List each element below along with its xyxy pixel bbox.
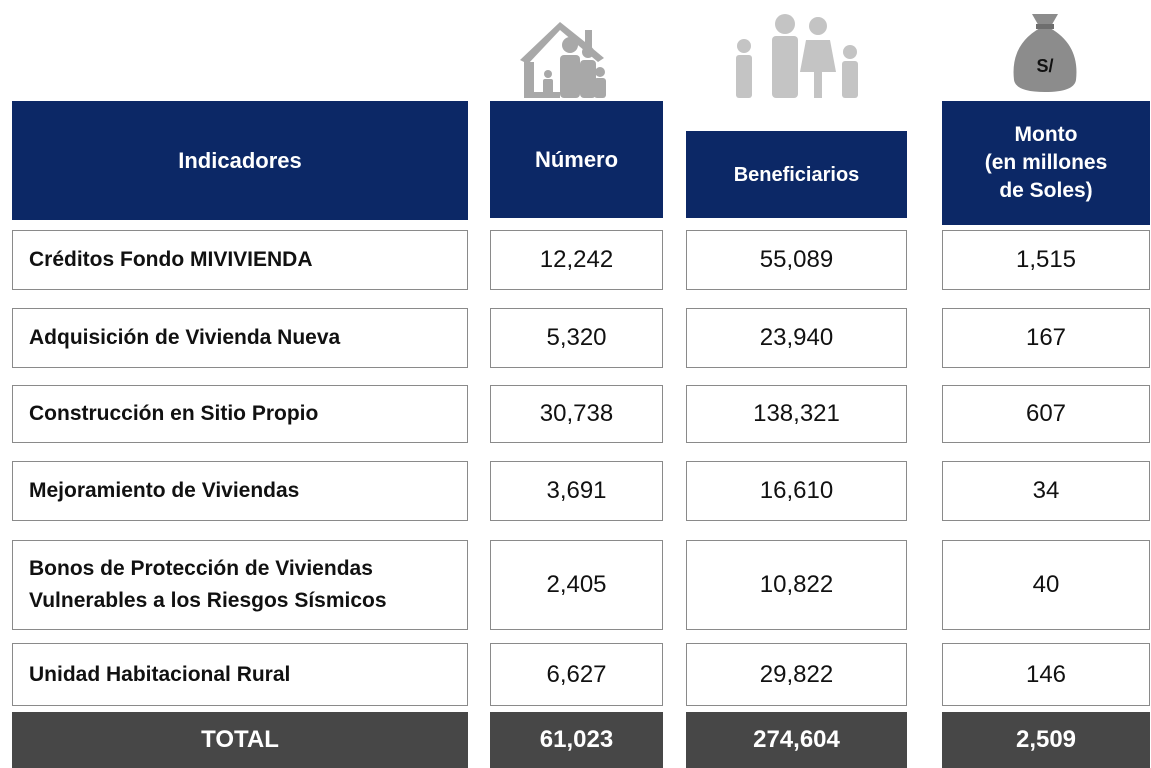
header-line: de Soles) — [999, 179, 1093, 202]
value-cell: 1,515 — [942, 230, 1150, 290]
value-text: 3,691 — [546, 477, 607, 504]
total-cell: 274,604 — [686, 712, 907, 768]
value-text: 6,627 — [546, 660, 607, 688]
label-line: Vulnerables a los Riesgos Sísmicos — [29, 589, 387, 612]
value-cell: 146 — [942, 643, 1150, 706]
row-label: Construcción en Sitio Propio — [12, 385, 468, 443]
value-text: 34 — [1032, 477, 1060, 504]
house-family-icon — [520, 22, 606, 98]
value-cell: 3,691 — [490, 461, 663, 521]
value-text: 10,822 — [759, 571, 834, 598]
value-text: 40 — [1032, 571, 1060, 598]
value-cell: 138,321 — [686, 385, 907, 443]
value-cell: 167 — [942, 308, 1150, 368]
value-text: 1,515 — [1015, 246, 1077, 273]
header-monto: Monto (en millones de Soles) — [942, 101, 1150, 225]
value-cell: 34 — [942, 461, 1150, 521]
value-text: 12,242 — [539, 246, 614, 273]
value-cell: 6,627 — [490, 643, 663, 706]
family-icon — [736, 14, 858, 98]
value-text: 138,321 — [753, 400, 840, 427]
label-line: Bonos de Protección de Viviendas — [29, 557, 373, 580]
total-cell: 2,509 — [942, 712, 1150, 768]
icons: S/ — [520, 14, 1077, 98]
value-text: 5,320 — [546, 324, 607, 351]
value-cell: 29,822 — [686, 643, 907, 706]
value-text: 146 — [1025, 660, 1067, 688]
value-cell: 12,242 — [490, 230, 663, 290]
total-text: 2,509 — [1015, 726, 1077, 753]
total-cell: 61,023 — [490, 712, 663, 768]
value-text: 167 — [1025, 324, 1067, 351]
value-cell: 30,738 — [490, 385, 663, 443]
row-label: Créditos Fondo MIVIVIENDA — [12, 230, 468, 290]
value-cell: 23,940 — [686, 308, 907, 368]
value-text: 55,089 — [759, 246, 834, 273]
header-beneficiarios: Beneficiarios — [686, 131, 907, 218]
value-text: 16,610 — [759, 477, 834, 504]
row-label: Mejoramiento de Viviendas — [12, 461, 468, 521]
value-cell: 55,089 — [686, 230, 907, 290]
money-bag-icon: S/ — [1013, 14, 1077, 92]
value-text: 29,822 — [759, 660, 834, 688]
value-text: 607 — [1025, 400, 1067, 427]
row-label: Adquisición de Vivienda Nueva — [12, 308, 468, 368]
label-line: Adquisición de Vivienda Nueva — [29, 326, 341, 349]
total-text: 274,604 — [753, 726, 840, 753]
label-line: Créditos Fondo MIVIVIENDA — [29, 248, 313, 271]
header-line: Monto — [1014, 123, 1078, 146]
value-cell: 10,822 — [686, 540, 907, 630]
label-line: Unidad Habitacional Rural — [29, 662, 291, 686]
header-indicadores: Indicadores — [12, 101, 468, 220]
value-cell: 607 — [942, 385, 1150, 443]
header-text: Número — [534, 146, 619, 172]
money-label: S/ — [1036, 56, 1053, 76]
total-cell: TOTAL — [12, 712, 468, 768]
header-numero: Número — [490, 101, 663, 218]
label-line: Mejoramiento de Viviendas — [29, 479, 300, 502]
value-text: 23,940 — [759, 324, 834, 351]
value-cell: 2,405 — [490, 540, 663, 630]
header-text: Beneficiarios — [733, 163, 860, 186]
value-text: 30,738 — [539, 400, 614, 427]
total-text: TOTAL — [201, 726, 279, 753]
header-text: Indicadores — [178, 147, 302, 173]
value-text: 2,405 — [546, 571, 607, 598]
label-line: Construcción en Sitio Propio — [29, 402, 319, 425]
row-label: Unidad Habitacional Rural — [12, 643, 468, 706]
value-cell: 40 — [942, 540, 1150, 630]
row-label: Bonos de Protección de Viviendas Vulnerab… — [12, 540, 468, 630]
value-cell: 16,610 — [686, 461, 907, 521]
header-line: (en millones — [984, 151, 1108, 174]
value-cell: 5,320 — [490, 308, 663, 368]
total-text: 61,023 — [539, 726, 614, 753]
